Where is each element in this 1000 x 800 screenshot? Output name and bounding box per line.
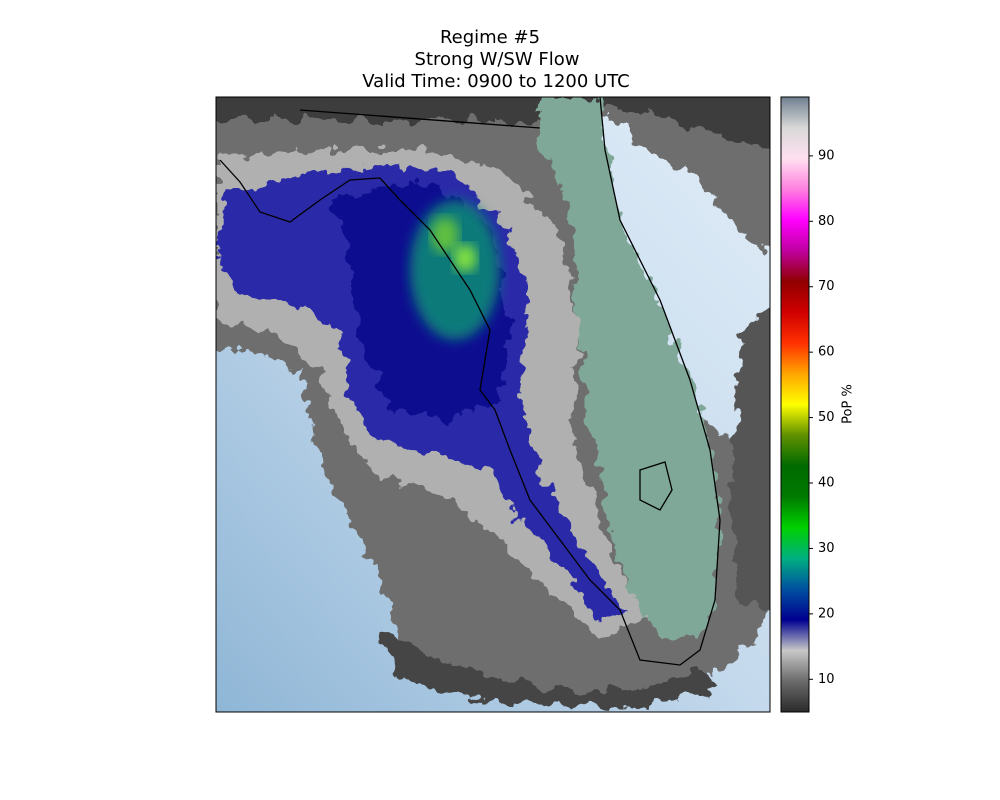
title-line: Regime #5 bbox=[440, 27, 540, 48]
title-line: Strong W/SW Flow bbox=[415, 49, 580, 70]
colorbar-tick-label: 30 bbox=[818, 541, 835, 556]
colorbar-scale bbox=[780, 96, 810, 713]
pop-core bbox=[453, 244, 477, 272]
map-frame bbox=[215, 96, 771, 713]
colorbar-tick-label: 90 bbox=[818, 148, 835, 163]
colorbar: 10 20 30 40 50 60 70 80 90 bbox=[780, 96, 835, 713]
colorbar-tick-label: 80 bbox=[818, 214, 835, 229]
colorbar-tick-label: 70 bbox=[818, 279, 835, 294]
lake bbox=[639, 461, 673, 511]
colorbar-tick-label: 20 bbox=[818, 606, 835, 621]
colorbar-tick-label: 10 bbox=[818, 672, 835, 687]
pop-core bbox=[431, 217, 459, 253]
land bbox=[540, 97, 720, 640]
colorbar-tick-label: 50 bbox=[818, 410, 835, 425]
pop-core bbox=[410, 200, 500, 340]
colorbar-label: PoP % bbox=[841, 384, 856, 424]
colorbar-tick-label: 60 bbox=[818, 345, 835, 360]
map bbox=[216, 97, 770, 712]
title-line: Valid Time: 0900 to 1200 UTC bbox=[362, 71, 629, 92]
coastline bbox=[219, 97, 721, 666]
colorbar-tick-label: 40 bbox=[818, 476, 835, 491]
